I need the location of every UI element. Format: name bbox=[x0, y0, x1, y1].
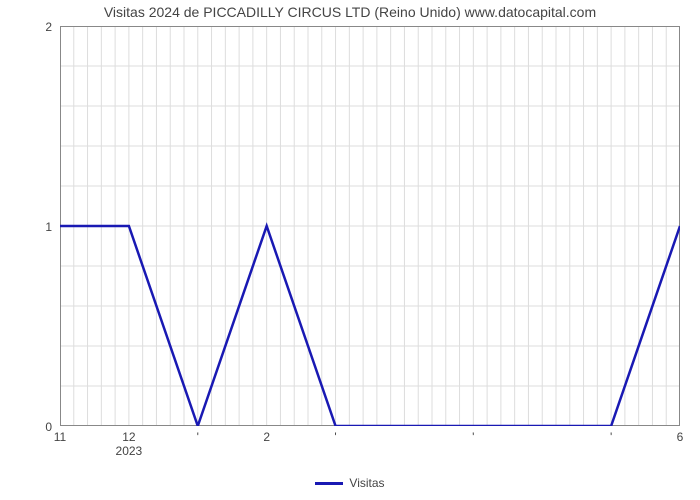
x-tick-mark: ' bbox=[610, 430, 612, 444]
legend-swatch bbox=[315, 482, 343, 485]
x-tick-mark: ' bbox=[197, 430, 199, 444]
x-tick-mark: ' bbox=[472, 430, 474, 444]
chart-container: Visitas 2024 de PICCADILLY CIRCUS LTD (R… bbox=[0, 0, 700, 500]
y-tick-label: 0 bbox=[0, 420, 52, 434]
chart-legend: Visitas bbox=[0, 476, 700, 490]
chart-title: Visitas 2024 de PICCADILLY CIRCUS LTD (R… bbox=[0, 4, 700, 20]
x-tick-label: 2 bbox=[263, 430, 270, 444]
x-tick-label: 12 bbox=[122, 430, 135, 444]
chart-plot bbox=[60, 26, 680, 426]
x-tick-mark: ' bbox=[334, 430, 336, 444]
y-tick-label: 2 bbox=[0, 20, 52, 34]
y-tick-label: 1 bbox=[0, 220, 52, 234]
legend-label: Visitas bbox=[349, 476, 384, 490]
x-tick-label: 6 bbox=[677, 430, 684, 444]
x-tick-label: 11 bbox=[54, 430, 66, 444]
x-sub-label: 2023 bbox=[116, 444, 143, 458]
